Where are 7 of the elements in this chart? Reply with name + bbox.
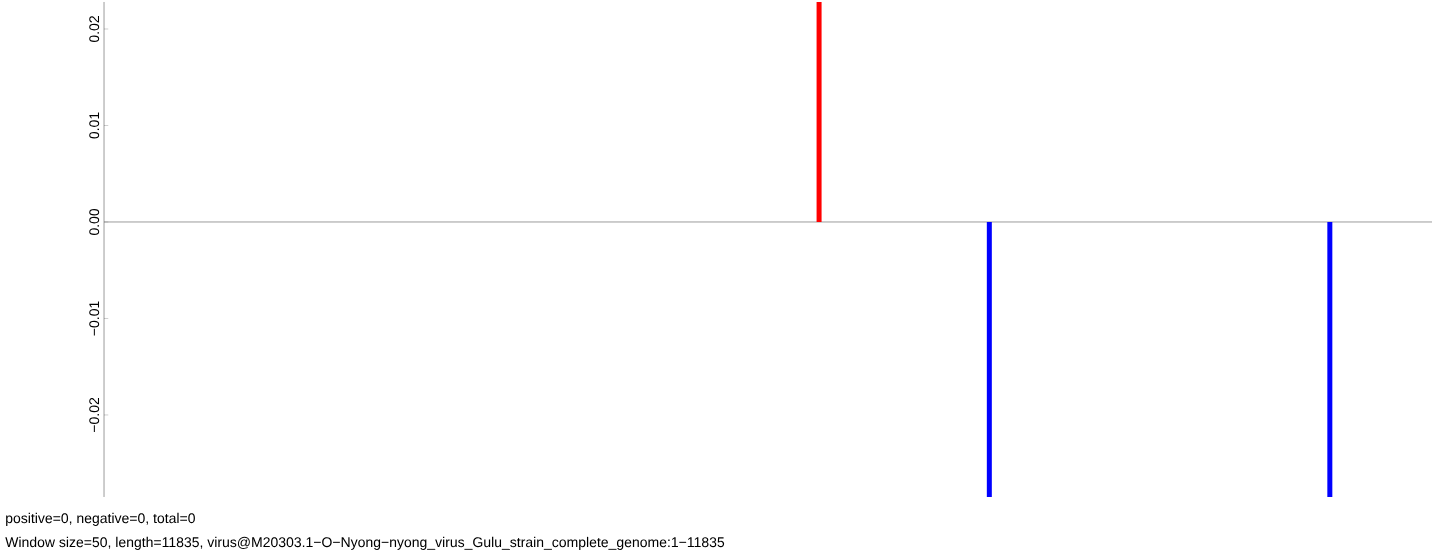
y-tick-label: −0.01 [89,301,100,336]
y-tick-label: −0.02 [89,397,100,432]
y-tick-label: 0.01 [89,112,100,139]
y-tick-label: 0.02 [89,16,100,43]
text: positive=0, negative=0, total=0 [6,512,195,526]
text: Window size=50, length=11835, virus@M20303.1−O−Nyong−nyong_virus_Gulu_strain_complete_genome:1−11835 [5,536,725,550]
y-tick-label: 0.00 [89,208,100,236]
